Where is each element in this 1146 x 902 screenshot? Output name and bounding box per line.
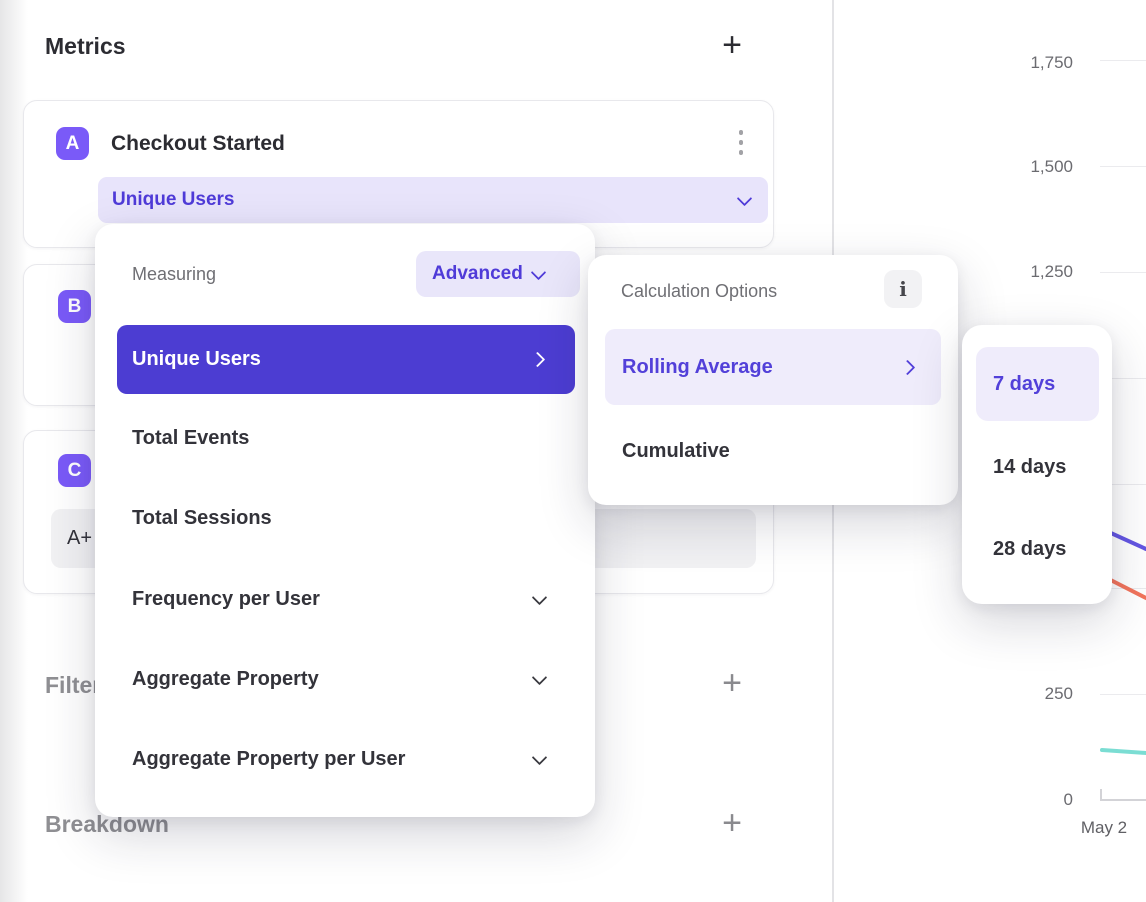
gridline (1100, 166, 1146, 167)
menu-item-total-sessions[interactable]: Total Sessions (132, 498, 575, 538)
chevron-down-icon (531, 669, 548, 685)
info-icon[interactable]: i (884, 270, 922, 308)
menu-item-label: 7 days (993, 372, 1056, 395)
chevron-right-icon (529, 351, 546, 368)
metrics-section-title: Metrics (45, 33, 126, 59)
menu-item-unique-users[interactable]: Unique Users (117, 325, 575, 394)
gridline (1100, 272, 1146, 273)
menu-item-label: Total Sessions (132, 506, 272, 529)
rolling-window-menu: 7 days 14 days 28 days (962, 325, 1112, 604)
add-breakdown-button[interactable]: + (722, 804, 742, 842)
chevron-right-icon (899, 359, 916, 375)
chevron-down-icon (531, 749, 548, 765)
chevron-down-icon (531, 589, 548, 605)
chevron-down-icon (530, 264, 547, 280)
menu-item-aggregate-property-per-user[interactable]: Aggregate Property per User (132, 739, 548, 779)
kebab-menu-icon[interactable] (735, 130, 747, 160)
metric-badge-c: C (58, 454, 91, 487)
measuring-menu-header: Measuring (132, 264, 217, 284)
gridline (1100, 484, 1146, 485)
x-axis-corner-tick (1100, 789, 1102, 801)
menu-item-frequency-per-user[interactable]: Frequency per User (132, 579, 548, 619)
menu-item-label: 28 days (993, 537, 1067, 560)
chevron-down-icon (736, 190, 753, 206)
menu-item-label: Aggregate Property per User (132, 747, 406, 770)
y-axis-tick-label: 0 (1063, 790, 1073, 809)
chart-area: 1,750 1,500 1,250 250 0 May 2 (833, 0, 1146, 902)
menu-item-cumulative[interactable]: Cumulative (622, 431, 922, 471)
menu-item-label: Cumulative (622, 439, 730, 462)
metric-badge-b: B (58, 290, 91, 323)
metric-card-a[interactable]: A Checkout Started Unique Users (23, 100, 774, 248)
measuring-menu: Measuring Advanced Unique Users Total Ev… (95, 224, 595, 817)
menu-item-7-days[interactable]: 7 days (976, 347, 1099, 421)
menu-item-label: Rolling Average (622, 355, 773, 378)
measurement-select[interactable]: Unique Users (98, 177, 768, 223)
menu-item-label: 14 days (993, 455, 1067, 478)
measurement-select-value: Unique Users (112, 189, 235, 210)
menu-item-14-days[interactable]: 14 days (993, 447, 1098, 487)
x-axis-line (1100, 799, 1146, 801)
menu-item-label: Unique Users (132, 348, 261, 370)
menu-item-total-events[interactable]: Total Events (132, 418, 575, 458)
measuring-mode-value: Advanced (432, 263, 523, 284)
calculation-options-menu: Calculation Options i Rolling Average Cu… (588, 255, 958, 505)
menu-item-label: Frequency per User (132, 587, 320, 610)
calculation-options-header: Calculation Options (621, 281, 778, 301)
gridline (1100, 60, 1146, 61)
y-axis-tick-label: 1,500 (1030, 157, 1073, 176)
menu-item-label: Total Events (132, 426, 250, 449)
measuring-mode-dropdown[interactable]: Advanced (416, 251, 580, 297)
menu-item-label: Aggregate Property (132, 667, 319, 690)
gridline (1100, 694, 1146, 695)
metric-event-name[interactable]: Checkout Started (111, 132, 285, 155)
x-axis-tick-label: May 2 (1080, 818, 1128, 837)
y-axis-tick-label: 250 (1044, 684, 1073, 703)
menu-item-28-days[interactable]: 28 days (993, 529, 1098, 569)
metric-badge-a: A (56, 127, 89, 160)
add-metric-button[interactable]: + (722, 26, 742, 64)
add-filter-button[interactable]: + (722, 664, 742, 702)
y-axis-tick-label: 1,250 (1030, 262, 1073, 281)
formula-text: A+ (67, 527, 93, 549)
menu-item-aggregate-property[interactable]: Aggregate Property (132, 659, 548, 699)
gridline (1100, 378, 1146, 379)
y-axis-tick-label: 1,750 (1030, 53, 1073, 72)
filter-section-title: Filter (45, 672, 102, 698)
menu-item-rolling-average[interactable]: Rolling Average (605, 329, 941, 405)
series-teal-line (1100, 748, 1146, 755)
